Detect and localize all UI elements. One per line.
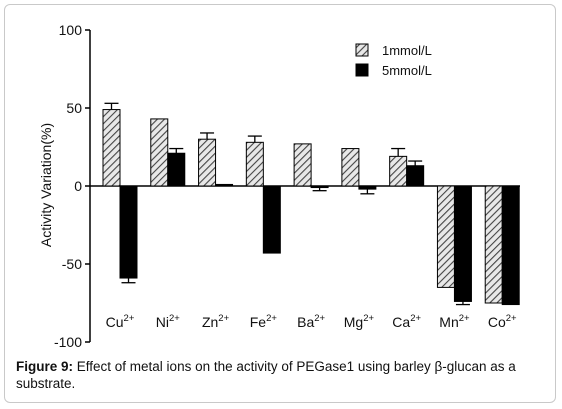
bar-1mmol-ba (293, 143, 312, 187)
x-tick-label-mn: Mn2+ (439, 313, 470, 330)
y-tick-label: -100 (54, 334, 82, 350)
legend-swatch-1 (355, 63, 369, 77)
bar-5mmol-mn (453, 185, 472, 302)
category-labels: Cu2+ Ni2+ Zn2+ Fe2+ Ba2+ Mg2+ Ca2+ Mn2+ Co2+ (106, 313, 517, 330)
bar-chart: -100 -50 0 50 100 Cu2+ Ni2+ Zn2+ Fe2+ Ba2+ Mg2+ Ca… (38, 22, 520, 350)
bar-1mmol-co (484, 185, 503, 304)
bar-5mmol-fe (262, 185, 281, 254)
bar-5mmol-zn (215, 183, 234, 187)
caption-text: Effect of metal ions on the activity of … (16, 359, 516, 391)
bar-5mmol-co (501, 185, 520, 306)
bar-5mmol-ba (310, 185, 329, 189)
y-tick-label: 100 (59, 22, 83, 38)
bar-1mmol-zn (198, 138, 217, 187)
bar-1mmol-fe (245, 141, 264, 187)
bar-1mmol-mn (436, 185, 455, 288)
bar-5mmol-ca (406, 165, 425, 187)
legend: 1mmol/L 5mmol/L (355, 43, 432, 78)
y-tick-label: -50 (62, 256, 82, 272)
y-axis-label: Activity Variation(%) (38, 123, 54, 247)
x-tick-label-ca: Ca2+ (392, 313, 421, 330)
figure-caption: Figure 9: Effect of metal ions on the ac… (16, 358, 548, 392)
x-tick-label-ba: Ba2+ (297, 313, 325, 330)
bars (102, 102, 520, 306)
x-tick-label-ni: Ni2+ (156, 313, 181, 330)
x-tick-label-zn: Zn2+ (202, 313, 230, 330)
bar-5mmol-mg (358, 185, 377, 190)
legend-swatch-0 (355, 43, 369, 57)
bar-1mmol-mg (341, 148, 360, 187)
bar-5mmol-cu (119, 185, 138, 279)
y-tick-label: 50 (66, 100, 82, 116)
y-tick-label: 0 (74, 178, 82, 194)
bar-1mmol-cu (102, 109, 121, 187)
x-tick-label-mg: Mg2+ (344, 313, 375, 330)
bar-1mmol-ni (150, 118, 169, 187)
legend-label-1: 5mmol/L (382, 63, 432, 78)
x-tick-label-fe: Fe2+ (250, 313, 278, 330)
legend-label-0: 1mmol/L (382, 43, 432, 58)
x-tick-label-co: Co2+ (488, 313, 517, 330)
bar-1mmol-ca (389, 155, 408, 187)
caption-label: Figure 9: (16, 359, 74, 374)
bar-5mmol-ni (167, 152, 186, 187)
x-tick-label-cu: Cu2+ (106, 313, 135, 330)
